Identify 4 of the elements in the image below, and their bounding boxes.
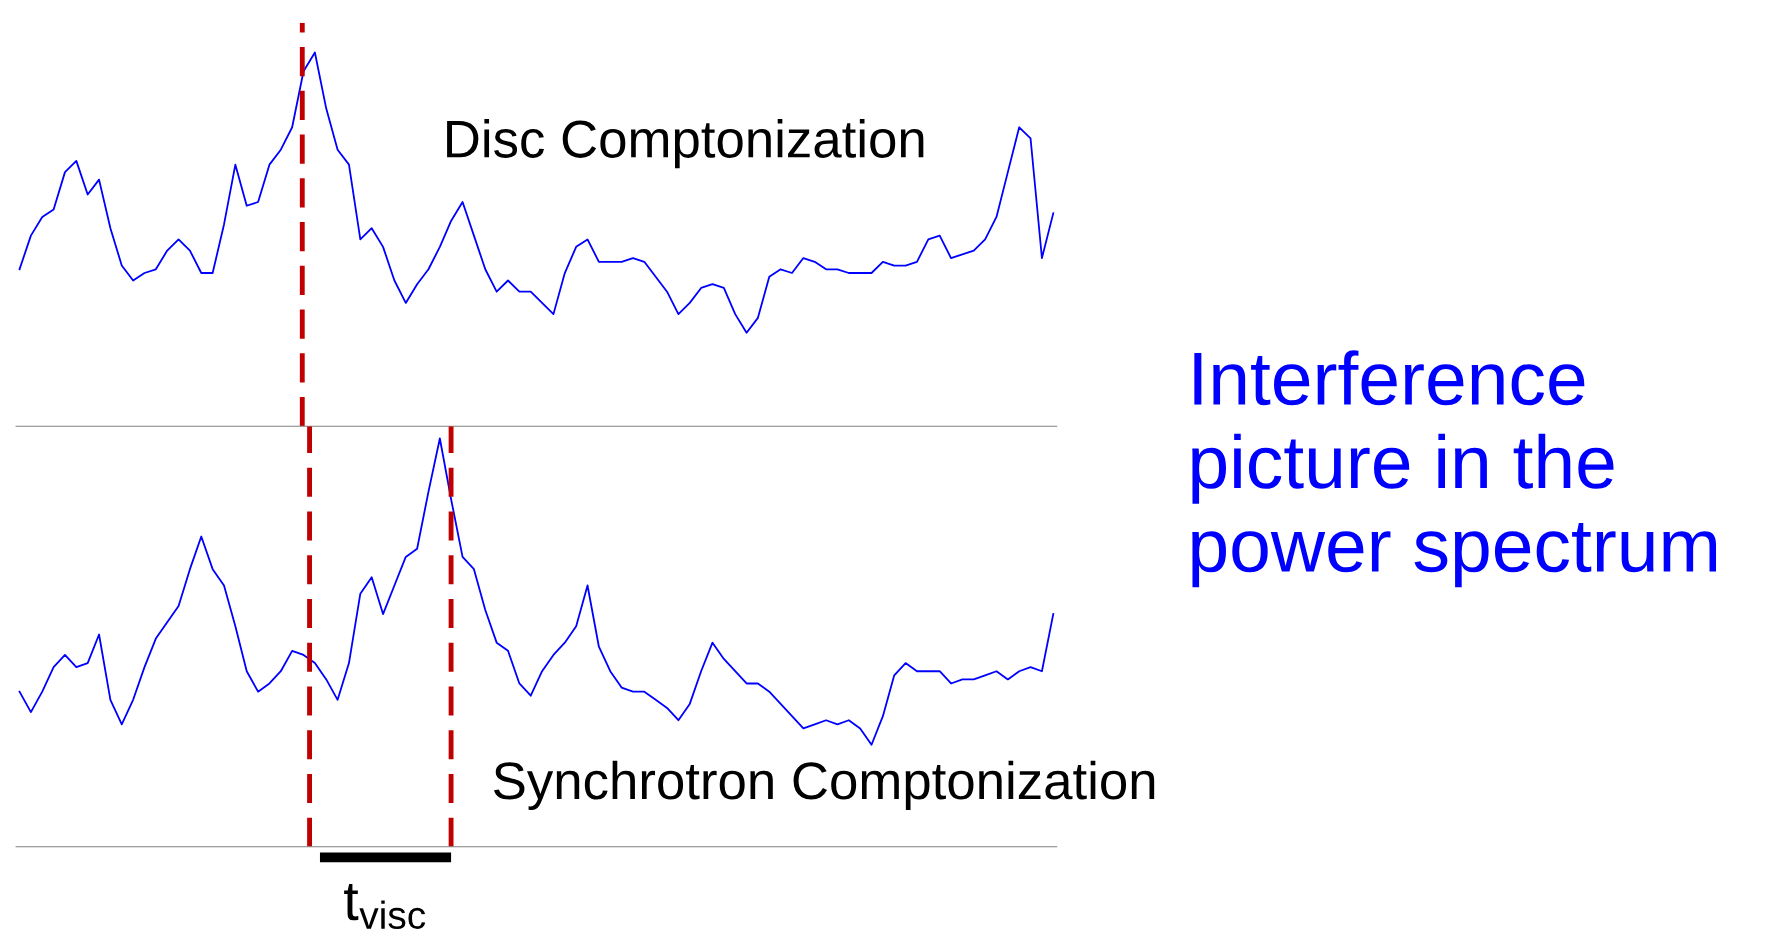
text: Interference picture in the power spectrum — [1192, 350, 1717, 588]
text: t$_{visc}$ — [344, 883, 426, 930]
annotation: Disc Comptonization — [447, 119, 924, 169]
annotation: Synchrotron Comptonization — [494, 760, 1155, 811]
